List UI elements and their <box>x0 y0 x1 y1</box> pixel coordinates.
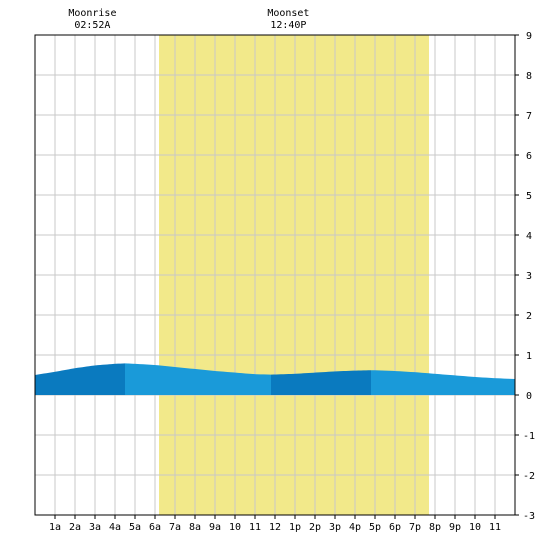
y-tick-label: 2 <box>526 311 532 322</box>
x-tick-label: 1p <box>289 522 301 533</box>
x-tick-label: 11 <box>489 522 501 533</box>
x-tick-label: 6a <box>149 522 161 533</box>
x-tick-label: 7p <box>409 522 421 533</box>
moonrise-label: Moonrise <box>68 8 116 19</box>
x-tick-label: 4p <box>349 522 361 533</box>
y-tick-label: 1 <box>526 351 532 362</box>
tide-area-segment <box>271 370 371 395</box>
y-tick-label: 6 <box>526 151 532 162</box>
moonrise-time: 02:52A <box>74 20 110 31</box>
x-tick-label: 9p <box>449 522 461 533</box>
x-tick-label: 8a <box>189 522 201 533</box>
x-tick-label: 9a <box>209 522 221 533</box>
tide-area-segment <box>125 363 271 395</box>
y-tick-label: 8 <box>526 71 532 82</box>
x-tick-label: 12 <box>269 522 281 533</box>
tide-area-segment <box>35 363 125 395</box>
x-tick-label: 7a <box>169 522 181 533</box>
y-tick-label: 3 <box>526 271 532 282</box>
y-tick-label: -3 <box>523 511 535 522</box>
moonset-time: 12:40P <box>270 20 306 31</box>
x-tick-label: 1a <box>49 522 61 533</box>
x-tick-label: 10 <box>469 522 481 533</box>
y-tick-label: 5 <box>526 191 532 202</box>
x-tick-label: 5p <box>369 522 381 533</box>
x-tick-label: 4a <box>109 522 121 533</box>
x-tick-label: 8p <box>429 522 441 533</box>
x-tick-label: 3a <box>89 522 101 533</box>
x-tick-label: 6p <box>389 522 401 533</box>
y-tick-label: 4 <box>526 231 532 242</box>
x-tick-label: 2p <box>309 522 321 533</box>
tide-area-segment <box>371 370 515 395</box>
y-tick-label: -2 <box>523 471 535 482</box>
x-tick-label: 10 <box>229 522 241 533</box>
y-tick-label: -1 <box>523 431 535 442</box>
x-tick-label: 2a <box>69 522 81 533</box>
x-tick-label: 3p <box>329 522 341 533</box>
y-tick-label: 7 <box>526 111 532 122</box>
x-tick-label: 5a <box>129 522 141 533</box>
x-tick-label: 11 <box>249 522 261 533</box>
y-tick-label: 9 <box>526 31 532 42</box>
y-tick-label: 0 <box>526 391 532 402</box>
moonset-label: Moonset <box>267 8 309 19</box>
